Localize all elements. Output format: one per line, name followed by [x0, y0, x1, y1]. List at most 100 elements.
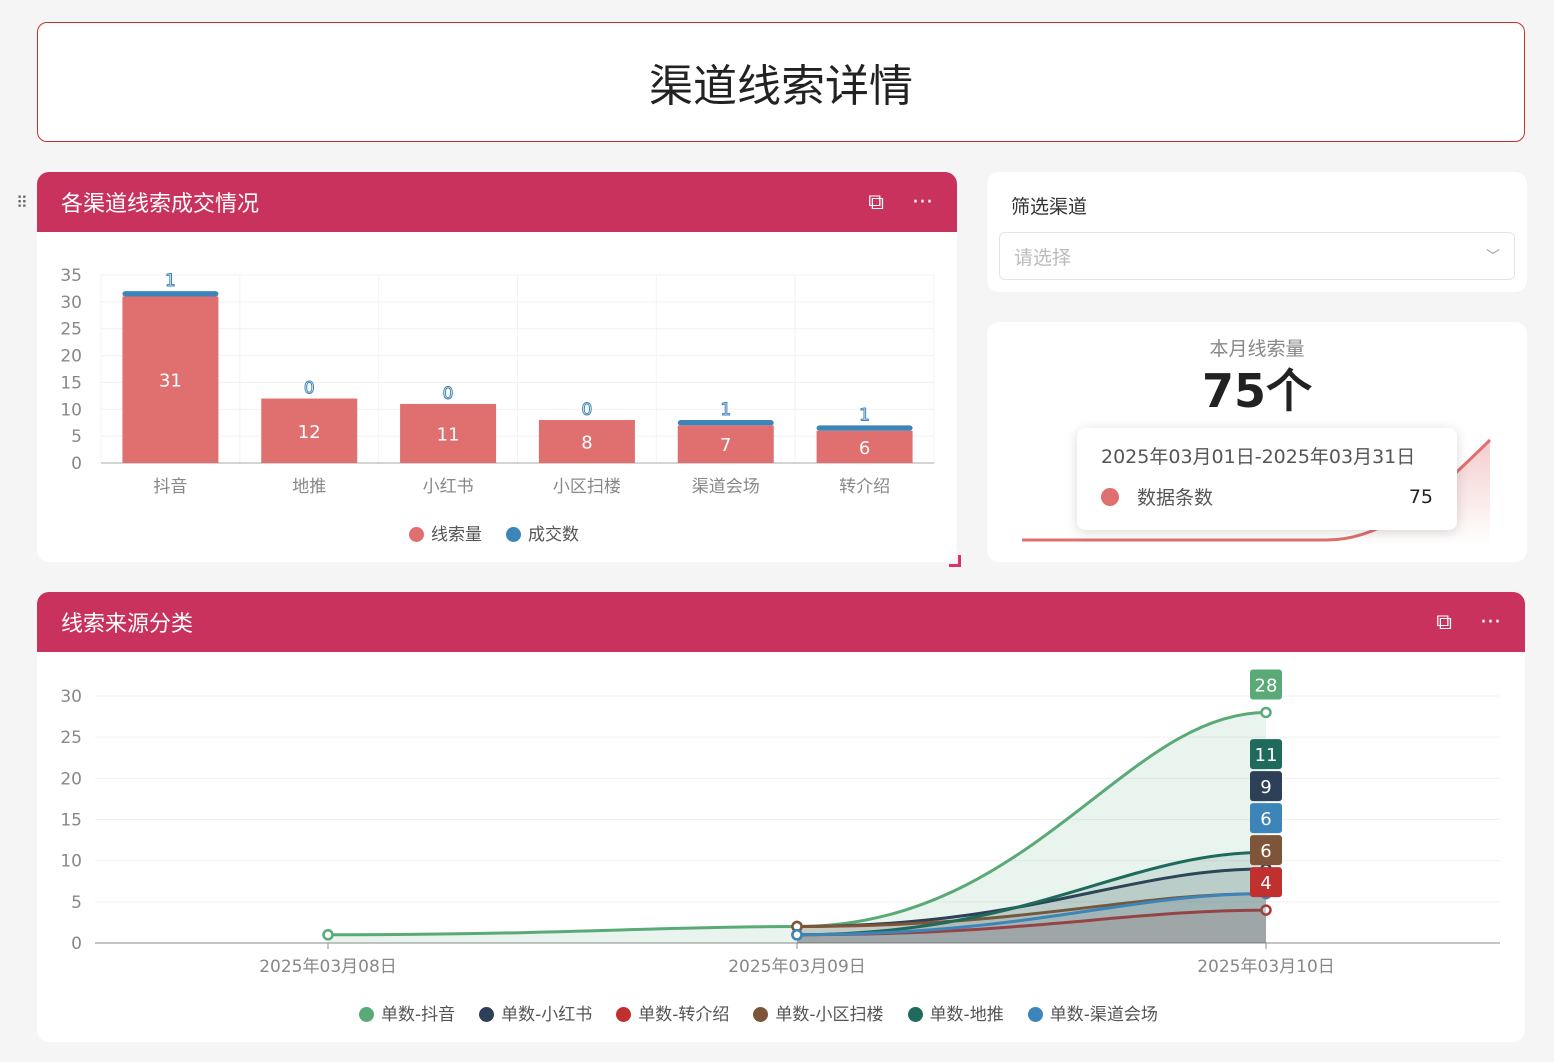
line-chart: 0 5 10 15 20 25 30 2025年03月08日 2025年03月09日 2025年0… [60, 669, 1500, 977]
series-point [322, 929, 334, 941]
channel-select[interactable]: 请选择 ﹀ [999, 232, 1515, 280]
y-tick-label: 0 [71, 454, 82, 474]
bar-legend: 线索量 成交数 [409, 520, 579, 545]
legend-item[interactable]: 单数-地推 [907, 1000, 1004, 1025]
y-tick-label: 25 [60, 320, 82, 340]
y-tick-label: 30 [60, 293, 82, 313]
bar-chart-card: 各渠道线索成交情况 ⧉ ··· 0 5 10 15 20 25 30 35 31 1 抖音 12 0 地推… [37, 172, 957, 562]
data-label-badge [1250, 835, 1282, 866]
data-label: 28 [1255, 675, 1278, 696]
card-title: 各渠道线索成交情况 [61, 192, 260, 217]
data-label: 6 [1260, 841, 1271, 862]
legend-item[interactable]: 单数-抖音 [359, 1000, 455, 1025]
drag-handle-icon[interactable]: ⠿ [16, 193, 28, 212]
legend-item[interactable]: 单数-小区扫楼 [753, 1000, 884, 1025]
bar-value-label: 6 [859, 438, 870, 459]
kpi-value: 75个 [1201, 364, 1312, 418]
legend-label: 单数-小红书 [501, 1005, 593, 1025]
legend-label: 单数-转介绍 [638, 1005, 730, 1025]
bar-lead [538, 420, 635, 463]
bar-lead [122, 296, 219, 463]
data-label-badge [1250, 739, 1282, 770]
data-label-badge [1250, 771, 1282, 802]
tooltip-series: 数据条数 [1137, 487, 1214, 509]
series-point [1260, 706, 1272, 719]
deal-value-label: 1 [165, 271, 176, 291]
series-point [791, 929, 803, 941]
series-area [328, 712, 1266, 943]
bar-value-label: 8 [581, 433, 592, 454]
y-tick-label: 25 [60, 728, 82, 748]
data-label-badge [1250, 669, 1282, 700]
legend-dot-icon [409, 527, 424, 542]
x-tick-label: 渠道会场 [692, 477, 760, 497]
legend-item[interactable]: 单数-小红书 [479, 1000, 592, 1025]
y-tick-label: 10 [60, 400, 82, 420]
series-line [796, 850, 1267, 937]
resize-handle[interactable] [949, 555, 961, 567]
tooltip-date: 2025年03月01日-2025年03月31日 [1101, 446, 1416, 468]
legend-dot-icon [506, 527, 521, 542]
legend-dot-icon [907, 1007, 923, 1022]
legend-label: 线索量 [431, 525, 482, 545]
data-label: 11 [1255, 745, 1278, 766]
legend-label: 成交数 [528, 525, 579, 545]
legend-dot-icon [1027, 1007, 1043, 1022]
more-icon[interactable]: ··· [1480, 609, 1501, 635]
y-tick-label: 5 [71, 427, 82, 447]
legend-item[interactable]: 单数-转介绍 [616, 1000, 729, 1025]
series-line [796, 892, 1267, 937]
chevron-down-icon: ﹀ [1486, 249, 1500, 265]
data-label: 6 [1260, 809, 1271, 830]
card-header: 线索来源分类 ⧉ ··· [37, 592, 1525, 652]
legend-dot-icon [479, 1007, 495, 1022]
data-label: 9 [1260, 777, 1271, 798]
x-tick-label: 小区扫楼 [553, 477, 621, 497]
external-link-icon[interactable]: ⧉ [1436, 609, 1453, 635]
card-title: 线索来源分类 [61, 612, 194, 637]
bar-value-label: 7 [720, 435, 731, 456]
y-tick-label: 20 [60, 769, 82, 789]
bar-value-label: 31 [159, 371, 182, 392]
x-tick-label: 2025年03月08日 [259, 957, 397, 977]
legend-label: 单数-小区扫楼 [775, 1005, 884, 1025]
line-chart-card: 线索来源分类 ⧉ ··· 0 5 10 15 20 25 30 2025年03月08日 2025… [37, 592, 1525, 1042]
y-tick-label: 30 [60, 687, 82, 707]
more-icon[interactable]: ··· [912, 189, 933, 215]
tooltip-value: 75 [1408, 485, 1433, 508]
bar-value-label: 11 [437, 424, 460, 445]
deal-value-label: 1 [859, 405, 870, 425]
legend-item[interactable]: 线索量 [409, 520, 482, 545]
page-title: 渠道线索详情 [37, 22, 1525, 142]
legend-item[interactable]: 成交数 [506, 520, 579, 545]
line-legend: 单数-抖音 单数-小红书 单数-转介绍 单数-小区扫楼 单数-地推 单数-渠道会场 [359, 1000, 1158, 1025]
y-tick-label: 20 [60, 347, 82, 367]
y-tick-label: 5 [71, 893, 82, 913]
bar-lead [677, 425, 774, 463]
x-tick-label: 地推 [292, 477, 326, 497]
x-tick-label: 抖音 [153, 477, 187, 497]
deal-value-label: 1 [720, 400, 731, 420]
legend-dot-icon [359, 1007, 374, 1022]
bar-chart: 0 5 10 15 20 25 30 35 31 1 抖音 12 0 地推 11 0 小红书 8 0 小区扫楼 7 1 渠道… [60, 266, 935, 497]
bar-deal [122, 291, 219, 297]
legend-dot-icon [753, 1007, 769, 1022]
series-point [1260, 904, 1272, 916]
x-tick-label: 转介绍 [839, 477, 890, 497]
series-area [797, 852, 1266, 943]
x-tick-label: 小红书 [423, 477, 474, 497]
kpi-card: 本月线索量 75个 2025年03月01日-2025年03月31日 数据条数 7… [987, 322, 1527, 562]
data-label-badge [1250, 803, 1282, 834]
deal-value-label: 0 [304, 379, 315, 399]
legend-dot-icon [616, 1007, 632, 1022]
bar-lead [261, 398, 358, 463]
series-dot-icon [1101, 487, 1119, 506]
deal-value-label: 0 [443, 384, 454, 404]
x-tick-label: 2025年03月10日 [1197, 957, 1335, 977]
series-area [797, 893, 1266, 943]
bar-lead [816, 430, 913, 463]
card-header: 各渠道线索成交情况 ⧉ ··· [37, 172, 957, 232]
legend-label: 单数-渠道会场 [1049, 1005, 1158, 1025]
legend-item[interactable]: 单数-渠道会场 [1027, 1000, 1158, 1025]
external-link-icon[interactable]: ⧉ [868, 189, 885, 215]
